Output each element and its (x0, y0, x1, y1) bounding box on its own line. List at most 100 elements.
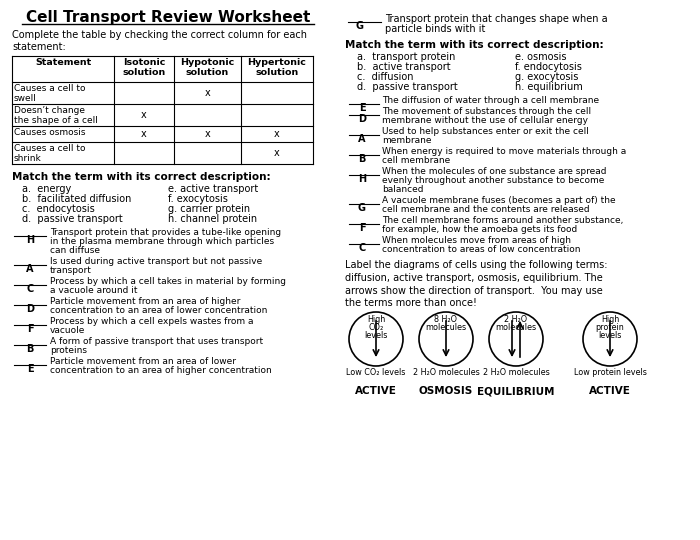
Text: A: A (27, 264, 34, 274)
Text: Statement: Statement (35, 58, 91, 67)
Text: particle binds with it: particle binds with it (385, 24, 485, 34)
Text: Transport protein that changes shape when a: Transport protein that changes shape whe… (385, 14, 608, 24)
Text: ACTIVE: ACTIVE (355, 386, 397, 396)
Text: D: D (26, 304, 34, 314)
Text: Isotonic
solution: Isotonic solution (122, 58, 166, 77)
Text: Transport protein that provides a tube-like opening: Transport protein that provides a tube-l… (50, 228, 281, 237)
Text: molecules: molecules (496, 323, 537, 332)
Text: The cell membrane forms around another substance,: The cell membrane forms around another s… (382, 216, 624, 225)
Text: x: x (204, 129, 211, 139)
Text: f. exocytosis: f. exocytosis (168, 194, 228, 204)
Text: Complete the table by checking the correct column for each
statement:: Complete the table by checking the corre… (12, 30, 307, 52)
Text: B: B (358, 154, 365, 164)
Text: can diffuse: can diffuse (50, 246, 100, 255)
Text: H: H (26, 235, 34, 245)
Text: d.  passive transport: d. passive transport (22, 214, 122, 224)
Text: Hypertonic
solution: Hypertonic solution (248, 58, 307, 77)
Text: a vacuole around it: a vacuole around it (50, 286, 137, 295)
Text: High: High (367, 315, 385, 324)
Text: in the plasma membrane through which particles: in the plasma membrane through which par… (50, 237, 274, 246)
Text: transport: transport (50, 266, 92, 275)
Text: Doesn’t change
the shape of a cell: Doesn’t change the shape of a cell (14, 106, 98, 125)
Text: When molecules move from areas of high: When molecules move from areas of high (382, 236, 571, 245)
Text: 8 H₂O: 8 H₂O (435, 315, 458, 324)
Text: proteins: proteins (50, 346, 87, 355)
Text: a.  transport protein: a. transport protein (357, 52, 456, 62)
Text: The diffusion of water through a cell membrane: The diffusion of water through a cell me… (382, 96, 599, 105)
Text: protein: protein (596, 323, 624, 332)
Text: x: x (274, 148, 280, 158)
Text: The movement of substances through the cell: The movement of substances through the c… (382, 107, 591, 116)
Text: c.  diffusion: c. diffusion (357, 72, 414, 82)
Text: CO₂: CO₂ (368, 323, 384, 332)
Text: Particle movement from an area of lower: Particle movement from an area of lower (50, 357, 236, 366)
Text: vacuole: vacuole (50, 326, 85, 335)
Text: x: x (204, 88, 211, 98)
Text: Causes a cell to
shrink: Causes a cell to shrink (14, 144, 85, 164)
Text: Process by which a cell takes in material by forming: Process by which a cell takes in materia… (50, 277, 286, 286)
Text: Low protein levels: Low protein levels (573, 368, 646, 377)
Text: concentration to an area of higher concentration: concentration to an area of higher conce… (50, 366, 272, 375)
Text: g. exocytosis: g. exocytosis (515, 72, 578, 82)
Text: for example, how the amoeba gets its food: for example, how the amoeba gets its foo… (382, 225, 578, 234)
Text: C: C (358, 243, 365, 253)
Text: B: B (27, 344, 34, 354)
Text: x: x (141, 129, 147, 139)
Text: EQUILIBRIUM: EQUILIBRIUM (477, 386, 554, 396)
Text: c.  endocytosis: c. endocytosis (22, 204, 95, 214)
Text: concentration to areas of low concentration: concentration to areas of low concentrat… (382, 245, 580, 254)
Text: d.  passive transport: d. passive transport (357, 82, 458, 92)
Text: C: C (27, 284, 34, 294)
Text: cell membrane: cell membrane (382, 156, 450, 165)
Text: G: G (358, 203, 366, 213)
Text: A: A (358, 134, 365, 144)
Text: h. channel protein: h. channel protein (168, 214, 257, 224)
Text: A form of passive transport that uses transport: A form of passive transport that uses tr… (50, 337, 263, 346)
Text: D: D (358, 114, 366, 124)
Text: membrane without the use of cellular energy: membrane without the use of cellular ene… (382, 116, 588, 125)
Text: E: E (358, 103, 365, 113)
Text: g. carrier protein: g. carrier protein (168, 204, 250, 214)
Text: F: F (27, 324, 34, 334)
Text: a.  energy: a. energy (22, 184, 71, 194)
Text: evenly throughout another substance to become: evenly throughout another substance to b… (382, 176, 604, 185)
Text: High: High (601, 315, 619, 324)
Text: Low CO₂ levels: Low CO₂ levels (346, 368, 406, 377)
Text: Hypotonic
solution: Hypotonic solution (181, 58, 234, 77)
Text: A vacuole membrane fuses (becomes a part of) the: A vacuole membrane fuses (becomes a part… (382, 196, 615, 205)
Text: When energy is required to move materials through a: When energy is required to move material… (382, 147, 626, 156)
Text: When the molecules of one substance are spread: When the molecules of one substance are … (382, 167, 606, 176)
Text: membrane: membrane (382, 136, 431, 145)
Text: F: F (358, 223, 365, 233)
Text: Particle movement from an area of higher: Particle movement from an area of higher (50, 297, 240, 306)
Text: 2 H₂O molecules: 2 H₂O molecules (412, 368, 480, 377)
Text: levels: levels (598, 331, 622, 340)
Text: 2 H₂O molecules: 2 H₂O molecules (482, 368, 550, 377)
Text: levels: levels (364, 331, 388, 340)
Text: e. active transport: e. active transport (168, 184, 258, 194)
Text: ACTIVE: ACTIVE (589, 386, 631, 396)
Text: Label the diagrams of cells using the following terms:
diffusion, active transpo: Label the diagrams of cells using the fo… (345, 260, 608, 308)
Text: b.  active transport: b. active transport (357, 62, 451, 72)
Text: 2 H₂O: 2 H₂O (505, 315, 528, 324)
Text: H: H (358, 174, 366, 184)
Text: x: x (274, 129, 280, 139)
Text: Match the term with its correct description:: Match the term with its correct descript… (12, 172, 271, 182)
Text: concentration to an area of lower concentration: concentration to an area of lower concen… (50, 306, 267, 315)
Text: G: G (355, 21, 363, 31)
Text: Cell Transport Review Worksheet: Cell Transport Review Worksheet (26, 10, 310, 25)
Text: b.  facilitated diffusion: b. facilitated diffusion (22, 194, 132, 204)
Text: Causes osmosis: Causes osmosis (14, 128, 85, 137)
Text: cell membrane and the contents are released: cell membrane and the contents are relea… (382, 205, 589, 214)
Text: Causes a cell to
swell: Causes a cell to swell (14, 84, 85, 103)
Text: f. endocytosis: f. endocytosis (515, 62, 582, 72)
Text: Is used during active transport but not passive: Is used during active transport but not … (50, 257, 262, 266)
Text: h. equilibrium: h. equilibrium (515, 82, 582, 92)
Text: Match the term with its correct description:: Match the term with its correct descript… (345, 40, 603, 50)
Text: E: E (27, 364, 34, 374)
Text: Used to help substances enter or exit the cell: Used to help substances enter or exit th… (382, 127, 589, 136)
Text: x: x (141, 110, 147, 120)
Text: Process by which a cell expels wastes from a: Process by which a cell expels wastes fr… (50, 317, 253, 326)
Text: OSMOSIS: OSMOSIS (419, 386, 473, 396)
Text: e. osmosis: e. osmosis (515, 52, 566, 62)
